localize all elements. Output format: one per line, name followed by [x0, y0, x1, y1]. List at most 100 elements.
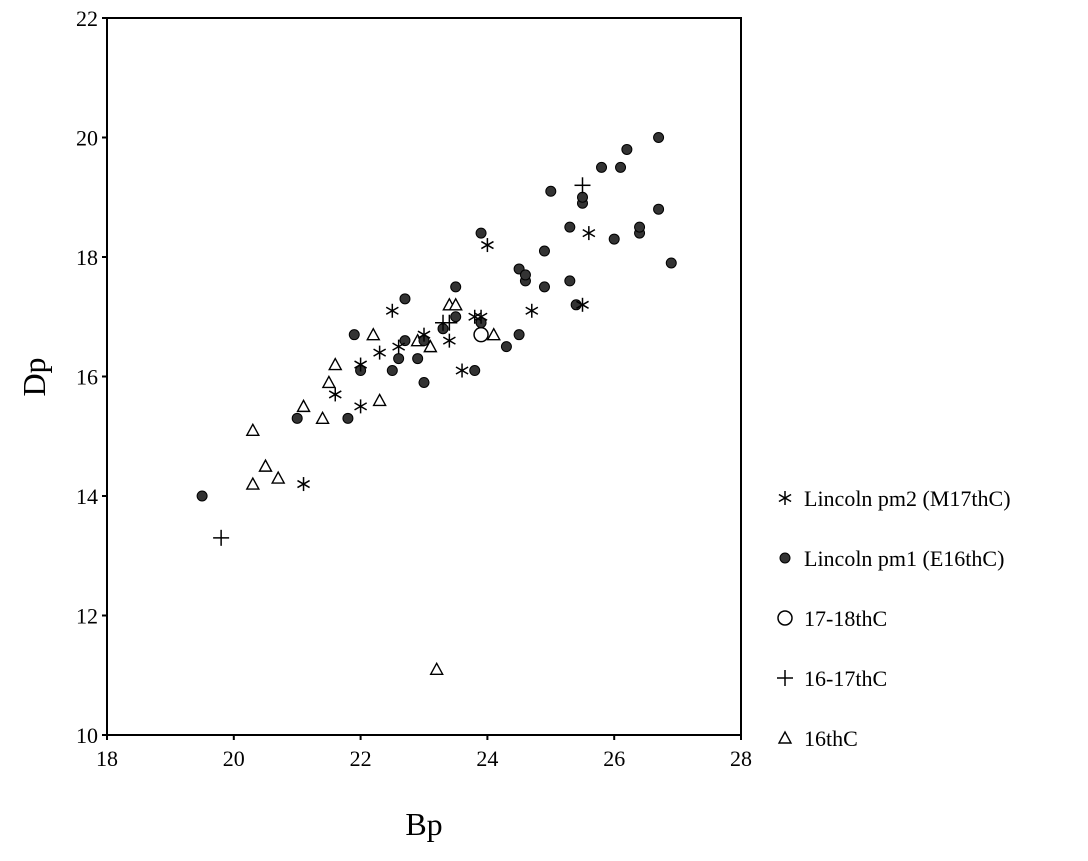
y-axis-title: Dp: [16, 357, 52, 396]
filled-circle-point: [665, 257, 677, 269]
filled-circle-point: [621, 143, 633, 155]
x-tick-label: 28: [730, 746, 752, 771]
plus-point: [574, 177, 591, 194]
x-tick-label: 22: [350, 746, 372, 771]
filled-circle-point: [342, 412, 354, 424]
filled-circle-point: [450, 281, 462, 293]
filled-circle-point: [608, 233, 620, 245]
legend: Lincoln pm2 (M17thC) Lincoln pm1 (E16thC)…: [777, 486, 1011, 751]
filled-circle-point: [469, 365, 481, 377]
asterisk-point: [373, 345, 387, 360]
filled-circle-point: [653, 203, 665, 215]
filled-circle-point: [513, 329, 525, 341]
y-tick-label: 10: [76, 723, 98, 748]
open-triangle-point: [315, 410, 330, 425]
open-triangle-point: [486, 327, 501, 341]
filled-circle-point: [538, 245, 550, 257]
open-triangle-point: [328, 357, 343, 371]
asterisk-point: [385, 303, 399, 318]
filled-circle-point: [412, 353, 424, 365]
filled-circle-point: [570, 299, 582, 311]
y-axis: 10 12 14 16 18 20 22: [76, 6, 107, 748]
filled-circle-point: [615, 161, 627, 173]
filled-circle-point: [519, 269, 531, 281]
open-triangle-point: [321, 375, 337, 389]
open-triangle-point: [429, 661, 444, 675]
legend-item: Lincoln pm2 (M17thC): [778, 486, 1011, 511]
filled-circle-point: [348, 329, 360, 341]
open-triangle-point: [271, 470, 286, 484]
y-tick-label: 20: [76, 126, 98, 151]
filled-circle-point: [399, 293, 411, 305]
y-tick-label: 12: [76, 604, 98, 629]
x-tick-label: 18: [96, 746, 118, 771]
legend-label: Lincoln pm2 (M17thC): [804, 486, 1011, 511]
asterisk-point: [328, 387, 342, 402]
filled-circle-point: [596, 161, 608, 173]
x-axis: 18 20 22 24 26 28: [96, 735, 752, 771]
asterisk-point: [582, 226, 596, 241]
asterisk-point: [297, 477, 310, 492]
filled-circle-point: [386, 365, 398, 377]
asterisk-point: [525, 303, 539, 318]
legend-open-triangle-icon: [777, 730, 793, 744]
asterisk-point: [417, 327, 431, 342]
filled-circle-point: [564, 221, 576, 233]
legend-item: 16-17thC: [777, 666, 887, 691]
asterisk-point: [468, 309, 482, 324]
data-points: [196, 132, 677, 675]
filled-circle-point: [545, 185, 557, 197]
filled-circle-point: [450, 311, 462, 323]
filled-circle-point: [634, 221, 646, 233]
filled-circle-point: [538, 281, 550, 293]
filled-circle-point: [196, 490, 208, 502]
plot-frame: [106, 17, 742, 736]
asterisk-point: [354, 357, 368, 372]
open-circle-point: [473, 326, 489, 343]
filled-circle-point: [393, 353, 405, 365]
open-triangle-point: [245, 422, 260, 436]
legend-item: Lincoln pm1 (E16thC): [779, 546, 1004, 571]
y-tick-label: 14: [76, 484, 98, 509]
asterisk-point: [474, 309, 488, 324]
y-tick-label: 18: [76, 245, 98, 270]
x-tick-label: 26: [603, 746, 625, 771]
filled-circle-point: [399, 335, 411, 347]
legend-label: 17-18thC: [804, 606, 887, 631]
open-triangle-point: [423, 339, 438, 353]
legend-plus-icon: [777, 670, 793, 686]
asterisk-point: [442, 333, 456, 348]
x-tick-label: 20: [223, 746, 245, 771]
filled-circle-point: [291, 412, 303, 424]
filled-circle-point: [500, 341, 512, 353]
legend-item: 17-18thC: [777, 606, 887, 631]
filled-circle-point: [418, 376, 430, 388]
plus-point: [441, 314, 458, 331]
y-tick-label: 22: [76, 6, 98, 31]
filled-circle-point: [475, 227, 487, 239]
legend-filled-circle-icon: [779, 552, 791, 564]
filled-circle-point: [564, 275, 576, 287]
legend-label: Lincoln pm1 (E16thC): [804, 546, 1004, 571]
legend-asterisk-icon: [778, 491, 792, 505]
filled-circle-point: [653, 132, 665, 143]
asterisk-point: [354, 399, 368, 414]
open-triangle-point: [372, 392, 387, 407]
asterisk-point: [576, 297, 589, 312]
filled-circle-point: [577, 191, 588, 203]
x-axis-title: Bp: [405, 806, 442, 842]
open-triangle-point: [258, 458, 273, 472]
open-triangle-point: [366, 327, 381, 341]
y-tick-label: 16: [76, 365, 98, 390]
open-triangle-point: [245, 476, 260, 490]
open-triangle-point: [448, 297, 463, 311]
legend-item: 16thC: [777, 726, 858, 751]
legend-open-circle-icon: [777, 610, 793, 626]
legend-label: 16thC: [804, 726, 858, 751]
asterisk-point: [455, 363, 469, 378]
plus-point: [213, 529, 230, 546]
legend-label: 16-17thC: [804, 666, 887, 691]
x-tick-label: 24: [476, 746, 498, 771]
asterisk-point: [480, 238, 494, 253]
